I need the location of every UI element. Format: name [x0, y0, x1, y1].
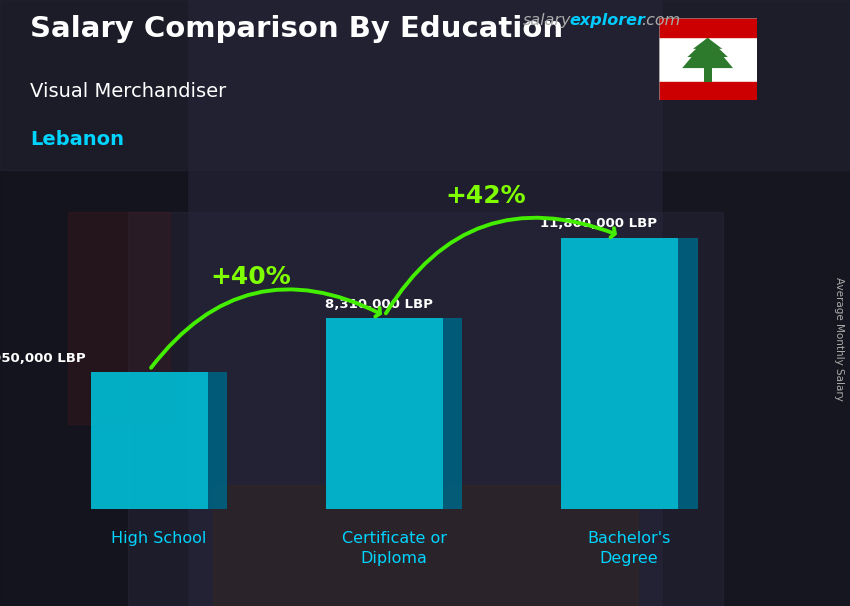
Polygon shape [693, 38, 722, 49]
Text: salary: salary [523, 13, 571, 28]
Text: Certificate or
Diploma: Certificate or Diploma [342, 531, 446, 565]
Text: .com: .com [641, 13, 680, 28]
Polygon shape [678, 238, 698, 509]
Polygon shape [561, 238, 678, 509]
Polygon shape [326, 318, 443, 509]
Text: +40%: +40% [211, 265, 292, 288]
Text: Average Monthly Salary: Average Monthly Salary [834, 278, 844, 401]
Bar [68, 212, 170, 424]
Text: Salary Comparison By Education: Salary Comparison By Education [30, 15, 563, 43]
Text: Visual Merchandiser: Visual Merchandiser [30, 82, 226, 101]
Bar [659, 18, 756, 36]
Text: 8,310,000 LBP: 8,310,000 LBP [326, 298, 433, 311]
Bar [212, 485, 638, 606]
Text: High School: High School [111, 531, 207, 546]
Polygon shape [688, 38, 728, 57]
Bar [128, 212, 722, 606]
Text: Lebanon: Lebanon [30, 130, 124, 149]
Polygon shape [91, 372, 208, 509]
Polygon shape [443, 318, 462, 509]
Bar [663, 0, 850, 606]
Text: explorer: explorer [570, 13, 645, 28]
Bar [0, 0, 187, 606]
Text: +42%: +42% [445, 184, 526, 208]
Text: 5,950,000 LBP: 5,950,000 LBP [0, 352, 85, 365]
Bar [659, 82, 756, 100]
Text: 11,800,000 LBP: 11,800,000 LBP [540, 218, 657, 230]
Polygon shape [208, 372, 227, 509]
Bar [0, 0, 850, 170]
Polygon shape [704, 68, 711, 82]
Text: Bachelor's
Degree: Bachelor's Degree [587, 531, 671, 565]
Polygon shape [683, 38, 733, 68]
